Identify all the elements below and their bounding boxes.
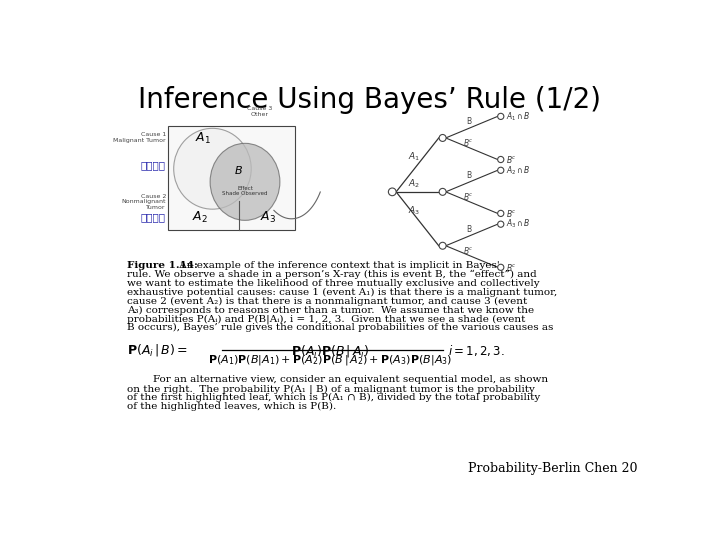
Text: Cause 2
Nonmalignant
Tumor: Cause 2 Nonmalignant Tumor [122,193,166,210]
Text: A₃) corresponds to reasons other than a tumor.  We assume that we know the: A₃) corresponds to reasons other than a … [127,306,534,314]
Circle shape [439,188,446,195]
Text: $B^c$: $B^c$ [464,191,474,202]
Text: rule. We observe a shade in a person’s X-ray (this is event B, the “effect”) and: rule. We observe a shade in a person’s X… [127,270,537,279]
Text: on the right.  The probability P(A₁ | B) of a malignant tumor is the probability: on the right. The probability P(A₁ | B) … [127,384,535,394]
Text: exhaustive potential causes: cause 1 (event A₁) is that there is a malignant tum: exhaustive potential causes: cause 1 (ev… [127,288,557,297]
Text: Probability-Berlin Chen 20: Probability-Berlin Chen 20 [468,462,637,475]
Text: of the first highlighted leaf, which is P(A₁ ∩ B), divided by the total probabil: of the first highlighted leaf, which is … [127,393,541,402]
Text: B occurs), Bayes’ rule gives the conditional probabilities of the various causes: B occurs), Bayes’ rule gives the conditi… [127,323,554,332]
Text: 惡性腫瘙: 惡性腫瘙 [141,160,166,170]
Text: $A_1 \cap B$: $A_1 \cap B$ [506,110,531,123]
Text: Cause 3
Other: Cause 3 Other [247,106,272,117]
Text: $A_2 \cap B$: $A_2 \cap B$ [506,164,531,177]
Text: An example of the inference context that is implicit in Bayes': An example of the inference context that… [176,261,500,270]
Circle shape [498,264,504,271]
Text: $A_2$: $A_2$ [192,210,208,225]
Text: we want to estimate the likelihood of three mutually exclusive and collectively: we want to estimate the likelihood of th… [127,279,540,288]
Bar [168,126,295,231]
Text: $i = 1, 2, 3.$: $i = 1, 2, 3.$ [448,343,505,358]
Text: $A_2$: $A_2$ [408,178,420,190]
Text: $B$: $B$ [234,164,243,176]
Text: Cause 1
Malignant Tumor: Cause 1 Malignant Tumor [113,132,166,143]
Text: probabilities P(Aᵢ) and P(B|Aᵢ), i = 1, 2, 3.  Given that we see a shade (event: probabilities P(Aᵢ) and P(B|Aᵢ), i = 1, … [127,314,526,324]
Text: $A_1$: $A_1$ [408,151,420,164]
Text: $\mathbf{P}(A_i)\mathbf{P}(B\,|\,A_i)$: $\mathbf{P}(A_i)\mathbf{P}(B\,|\,A_i)$ [291,343,369,359]
Circle shape [498,211,504,217]
Text: $\mathbf{P}(A_i\,|\,B) =$: $\mathbf{P}(A_i\,|\,B) =$ [127,342,188,359]
Circle shape [498,221,504,227]
Text: cause 2 (event A₂) is that there is a nonmalignant tumor, and cause 3 (event: cause 2 (event A₂) is that there is a no… [127,296,528,306]
Ellipse shape [174,129,251,209]
Text: $B^c$: $B^c$ [464,137,474,148]
Text: $B^c$: $B^c$ [506,154,517,165]
Circle shape [498,167,504,173]
Text: 良性腫瘙: 良性腫瘙 [141,212,166,222]
Text: B: B [467,117,472,126]
Text: $B^c$: $B^c$ [506,262,517,273]
Text: Figure 1.14:: Figure 1.14: [127,261,198,270]
Text: B: B [467,225,472,234]
Text: $\mathbf{P}(A_1)\mathbf{P}(B|A_1) + \mathbf{P}(A_2)\mathbf{P}(B\,|\,A_2) + \math: $\mathbf{P}(A_1)\mathbf{P}(B|A_1) + \mat… [208,353,452,367]
Text: Effect
Shade Observed: Effect Shade Observed [222,186,268,197]
Text: $B^c$: $B^c$ [506,208,517,219]
Circle shape [498,113,504,119]
Text: Inference Using Bayes’ Rule (1/2): Inference Using Bayes’ Rule (1/2) [138,86,600,114]
Ellipse shape [210,143,280,220]
Text: For an alternative view, consider an equivalent sequential model, as shown: For an alternative view, consider an equ… [127,375,549,384]
Text: $A_3$: $A_3$ [408,205,420,217]
Circle shape [498,157,504,163]
Text: $A_3 \cap B$: $A_3 \cap B$ [506,218,531,231]
Text: $A_1$: $A_1$ [195,131,212,146]
Text: B: B [467,171,472,180]
Circle shape [439,242,446,249]
Text: $A_3$: $A_3$ [260,210,276,225]
Text: $B^c$: $B^c$ [464,245,474,256]
Circle shape [439,134,446,141]
Text: of the highlighted leaves, which is P(B).: of the highlighted leaves, which is P(B)… [127,402,336,411]
Circle shape [388,188,396,195]
